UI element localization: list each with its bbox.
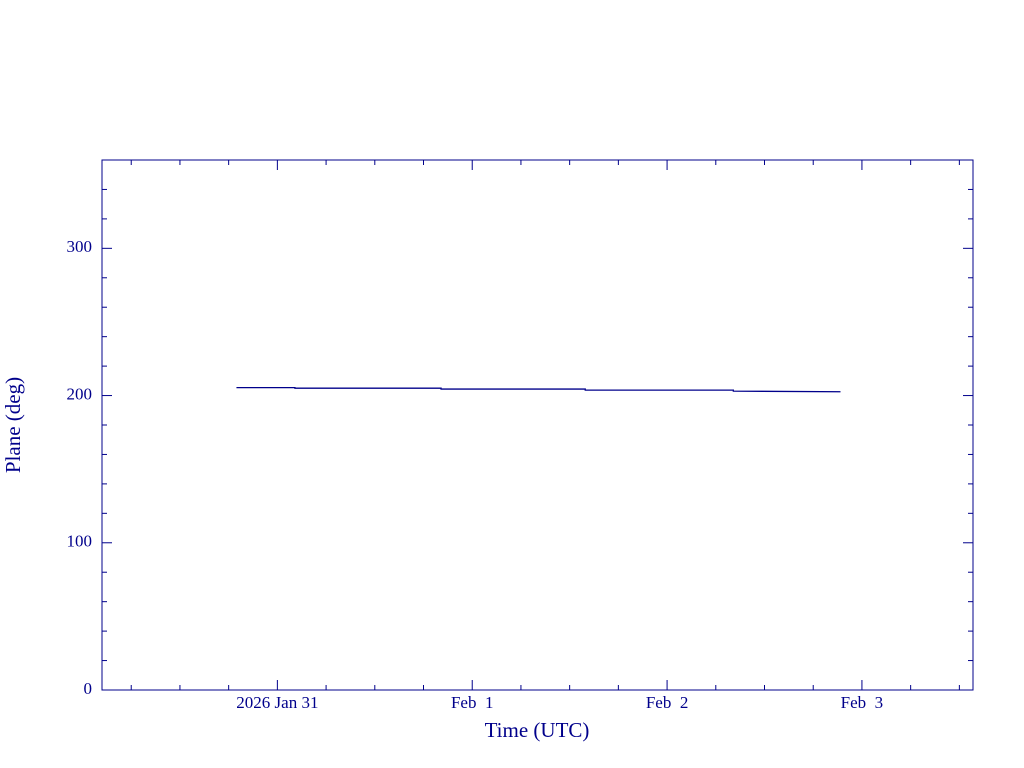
x-tick-label: 2026 Jan 31 [236,693,318,712]
y-tick-label: 0 [84,679,93,698]
y-tick-label: 300 [67,237,93,256]
y-tick-label: 200 [67,384,93,403]
y-axis-label: Plane (deg) [1,377,25,473]
data-line [236,386,841,393]
x-axis-label: Time (UTC) [485,718,590,742]
x-tick-label: Feb 1 [451,693,494,712]
x-tick-label: Feb 3 [841,693,884,712]
y-tick-label: 100 [67,532,93,551]
x-tick-label: Feb 2 [646,693,689,712]
plot-frame [101,159,974,691]
